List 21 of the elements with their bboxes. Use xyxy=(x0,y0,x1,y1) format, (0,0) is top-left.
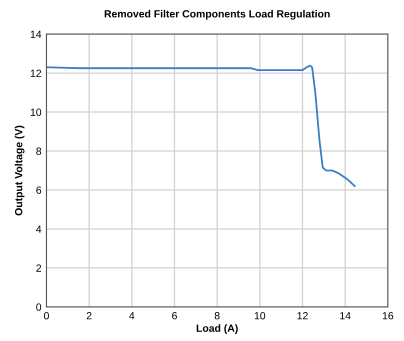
y-axis-title: Output Voltage (V) xyxy=(14,126,24,216)
x-tick-label: 8 xyxy=(214,312,220,320)
x-tick-label: 10 xyxy=(254,312,266,320)
y-tick-label: 2 xyxy=(36,264,42,272)
chart-title: Removed Filter Components Load Regulation xyxy=(104,10,330,20)
y-tick-label: 12 xyxy=(30,70,42,77)
x-tick-label: 12 xyxy=(297,312,308,320)
y-tick-label: 14 xyxy=(30,30,42,38)
line-series xyxy=(46,64,356,187)
y-tick-label: 4 xyxy=(36,226,42,233)
y-tick-label: 10 xyxy=(30,108,42,116)
x-axis-title: Load (A) xyxy=(196,324,238,334)
y-tick-label: 0 xyxy=(36,303,42,311)
x-tick-label: 6 xyxy=(172,312,177,320)
x-tick-label: 2 xyxy=(86,312,92,320)
y-tick-label: 8 xyxy=(36,148,42,155)
y-tick-label: 6 xyxy=(36,186,42,194)
x-tick-label: 14 xyxy=(340,312,351,320)
x-tick-label: 4 xyxy=(129,312,134,320)
x-tick-label: 16 xyxy=(382,312,394,320)
x-tick-label: 0 xyxy=(44,312,49,320)
